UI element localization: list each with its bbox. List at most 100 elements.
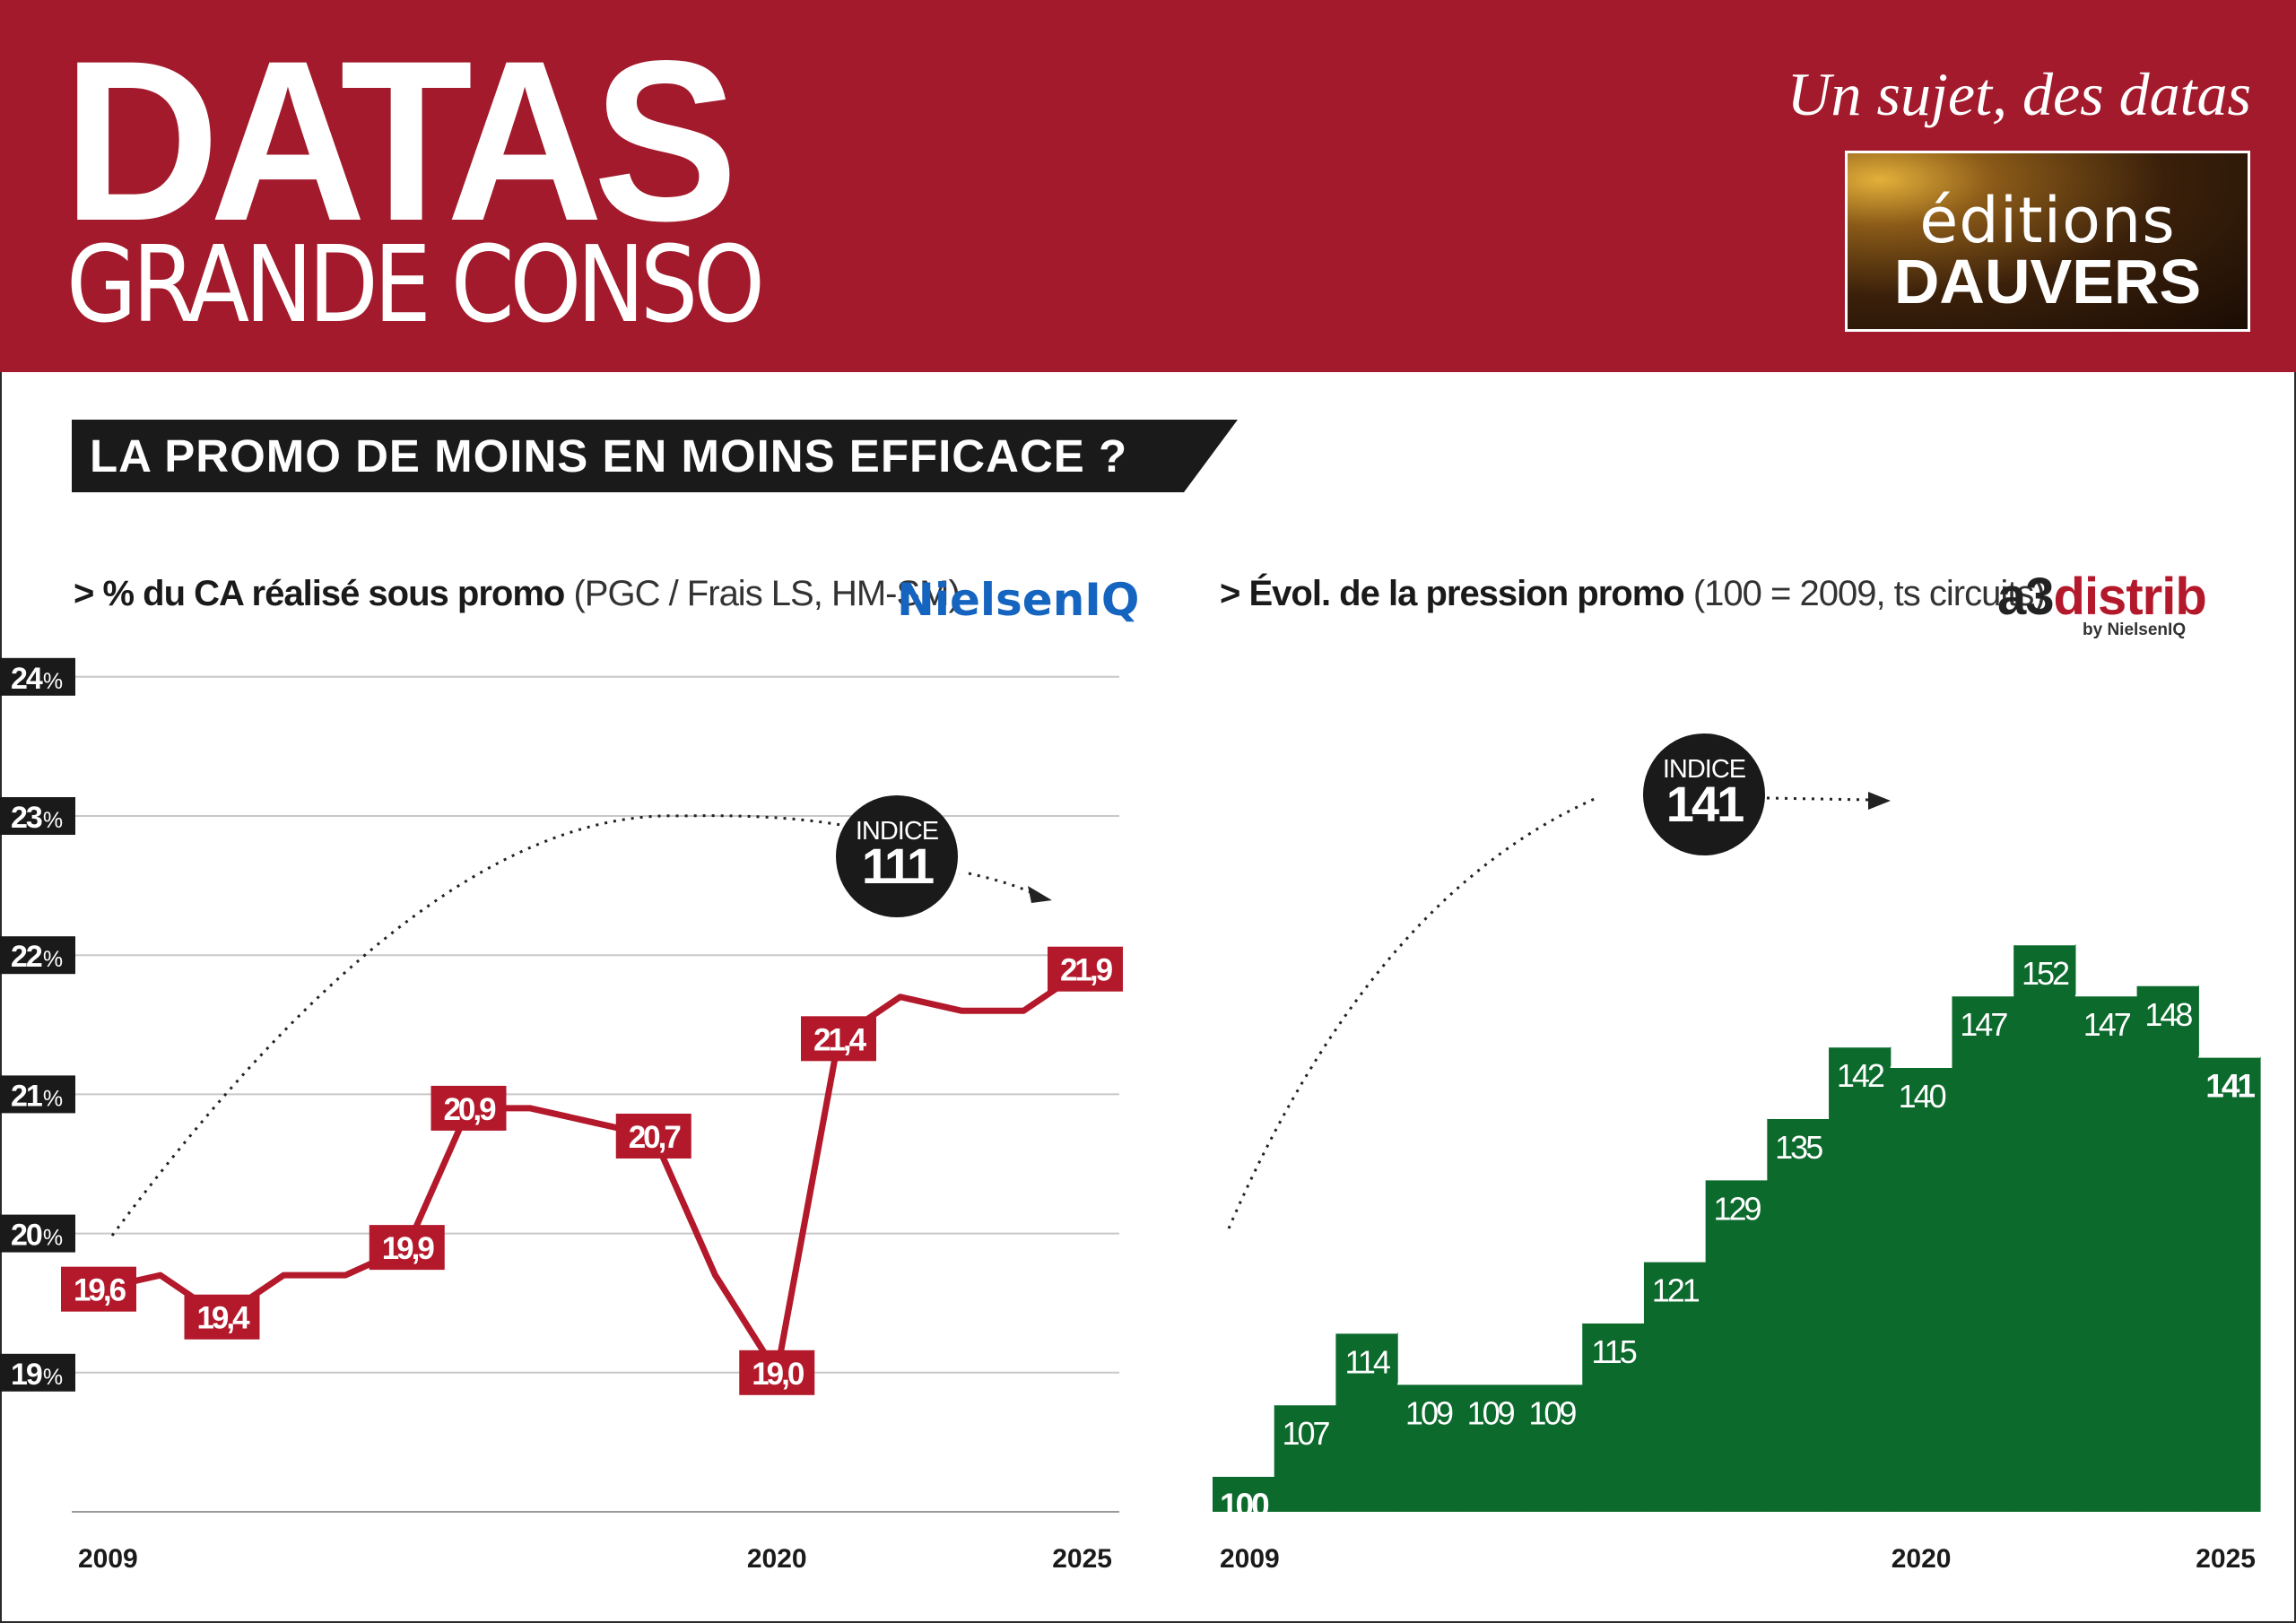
right-bar [1397,1384,1460,1512]
left-y-tick-box [0,657,75,696]
left-x-tick-label: 2009 [78,1544,138,1574]
left-y-tick-box [0,1075,75,1114]
a3distrib-logo-a3: a3 [1997,568,2055,626]
left-y-tick-box [0,1353,75,1392]
left-data-label: 19,9 [382,1231,435,1266]
right-bar-label: 142 [1837,1057,1884,1094]
right-bar [1705,1179,1768,1512]
right-bar [1335,1332,1398,1512]
left-arrow-head [1028,886,1052,903]
left-y-tick-unit: % [43,669,63,694]
brand-subtitle: GRANDE CONSO [66,222,765,346]
left-chart: 24%23%22%21%20%19%INDICE11119,619,419,92… [0,657,1123,1574]
a3distrib-logo-by: by NielsenIQ [2083,621,2187,639]
left-data-label-box [615,1113,691,1159]
left-y-tick-unit: % [43,947,63,972]
right-bar [2198,1056,2261,1512]
publisher-logo-line2: DAUVERS [1893,247,2202,317]
left-data-label-box [184,1294,260,1340]
right-bar [1213,1476,1275,1512]
right-bar-label: 107 [1283,1415,1330,1452]
right-bar [1829,1046,1892,1512]
right-x-tick-label: 2025 [2196,1544,2256,1574]
brand-title: DATAS [63,13,738,269]
left-data-label-box [1048,946,1123,992]
left-y-tick-label: 23% [11,801,63,835]
left-indice-label: INDICE [856,817,939,846]
header: DATAS GRANDE CONSO Un sujet, des datas é… [0,0,2296,372]
left-y-tick-num: 19 [11,1358,42,1392]
a3distrib-logo-distrib: distrib [2053,568,2207,626]
right-bar [2013,944,2076,1512]
right-dotted-arrow-line [1766,796,1871,802]
left-indice-circle [836,795,958,917]
left-y-tick-unit: % [43,1086,63,1111]
right-bar [2074,995,2138,1512]
right-chart-subtitle-bold: > Évol. de la pression promo [1220,574,1685,613]
left-y-tick-label: 21% [11,1079,63,1113]
left-y-tick-unit: % [43,1365,63,1390]
publisher-logo: éditions DAUVERS [1845,151,2250,332]
right-bar-label: 115 [1591,1333,1636,1370]
right-bar-label: 141 [2205,1068,2255,1105]
left-data-label: 20,7 [629,1120,681,1155]
right-bar [1274,1404,1337,1512]
left-data-label-box [430,1085,507,1131]
left-data-label: 21,9 [1060,953,1113,988]
left-data-label: 21,4 [813,1022,867,1057]
right-bar-label: 100 [1220,1487,1269,1523]
right-indice-value: 141 [1666,776,1744,832]
right-bar-label: 114 [1345,1343,1390,1380]
nielseniq-logo: NielsenIQ [897,574,1140,626]
right-chart: 100 107 114 109 109 109 115 121 129 135 142 140 147 1… [1213,733,2261,1574]
left-data-label-box [369,1225,445,1271]
banner-shape [72,420,1238,492]
left-y-tick-box [0,936,75,975]
right-bar-label: 109 [1528,1394,1576,1431]
left-y-tick-num: 22 [11,940,42,974]
right-bar-label: 147 [1960,1006,2007,1043]
left-y-tick-num: 21 [11,1079,42,1113]
left-data-label: 19,0 [752,1357,804,1392]
right-chart-subtitle: > Évol. de la pression promo (100 = 2009… [1220,574,2046,614]
left-y-tick-box [0,1214,75,1253]
left-y-tick-num: 23 [11,801,42,835]
left-y-tick-unit: % [43,808,63,833]
left-y-tick-num: 24 [11,662,43,696]
right-bar-label: 152 [2022,955,2069,992]
left-dotted-arrow-line [968,872,1037,897]
left-data-label-box [739,1350,815,1395]
right-bar-label: 147 [2083,1006,2131,1043]
left-x-tick-label: 2025 [1052,1544,1112,1574]
left-series-line [98,966,1087,1376]
right-arrow-head [1868,792,1891,810]
right-bar [2136,985,2199,1512]
left-y-tick-label: 24% [11,662,63,696]
left-x-tick-label: 2020 [747,1544,807,1574]
right-bar [1582,1323,1645,1512]
right-bar-label: 121 [1652,1272,1700,1309]
right-bar-label: 109 [1467,1394,1515,1431]
left-y-tick-num: 20 [11,1219,42,1253]
publisher-logo-line1: éditions [1919,184,2176,257]
right-chart-subtitle-light: (100 = 2009, ts circuits) [1692,574,2046,613]
left-y-tick-box [0,797,75,835]
right-bar [1767,1118,1830,1512]
right-bar-label: 140 [1899,1078,1946,1115]
left-y-tick-label: 19% [11,1358,63,1392]
left-y-tick-unit: % [43,1226,63,1251]
right-bar-label: 135 [1775,1129,1822,1166]
left-y-tick-label: 22% [11,940,63,974]
left-chart-subtitle-light: (PGC / Frais LS, HM-SM) [573,574,960,613]
right-bar-label: 109 [1405,1394,1453,1431]
right-bar [1643,1261,1707,1512]
left-data-label-box [801,1016,876,1062]
right-dotted-arc [1227,796,1597,1229]
banner-title: LA PROMO DE MOINS EN MOINS EFFICACE ? [90,430,1128,482]
section-banner: LA PROMO DE MOINS EN MOINS EFFICACE ? [72,420,1238,492]
right-indice-circle [1643,733,1765,855]
right-x-tick-label: 2009 [1220,1544,1280,1574]
right-indice-label: INDICE [1663,755,1746,784]
right-x-tick-label: 2020 [1892,1544,1952,1574]
